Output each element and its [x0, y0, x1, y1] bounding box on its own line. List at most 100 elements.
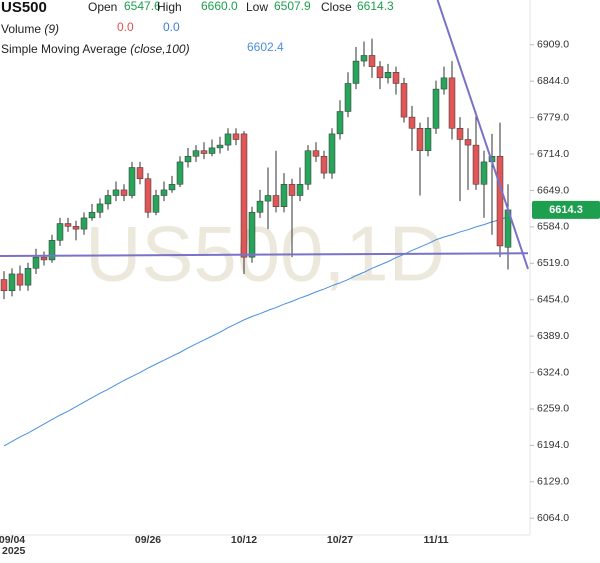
candle-body — [472, 144, 480, 185]
candle-body — [168, 184, 176, 191]
y-tick-label: 6454.0 — [537, 293, 569, 305]
sma-params: (close,100) — [130, 42, 189, 56]
y-tick-label: 6844.0 — [537, 75, 569, 87]
candle-body — [464, 139, 472, 146]
candle-body — [128, 167, 136, 196]
candle-body — [56, 223, 64, 241]
y-tick-label: 6519.0 — [537, 257, 569, 269]
y-tick-label: 6649.0 — [537, 184, 569, 196]
x-tick-label: 09/26 — [135, 534, 161, 546]
candle-body — [360, 55, 368, 62]
candle-body — [8, 273, 16, 291]
ohlc-value: 6507.9 — [274, 0, 311, 13]
candle-body — [216, 144, 224, 149]
candle-body — [120, 189, 128, 196]
candle-body — [192, 150, 200, 157]
candle-body — [232, 133, 240, 140]
candle-body — [16, 273, 24, 286]
volume-params: (9) — [44, 22, 59, 36]
candle-body — [40, 256, 48, 261]
candle-body — [184, 156, 192, 163]
ohlc-label: High — [157, 0, 182, 14]
sma-value: 6602.4 — [247, 40, 284, 54]
y-tick-label: 6259.0 — [537, 403, 569, 415]
candle-body — [448, 77, 456, 129]
candle-body — [496, 156, 504, 247]
candle-body — [0, 279, 8, 291]
y-tick-label: 6714.0 — [537, 148, 569, 160]
ohlc-label: Close — [321, 0, 352, 14]
x-tick-label: 10/12 — [231, 534, 257, 546]
candle-body — [416, 128, 424, 151]
candle-body — [456, 128, 464, 140]
candle-body — [144, 178, 152, 213]
x-tick-label: 11/11 — [423, 534, 448, 546]
candle-body — [424, 128, 432, 151]
candle-body — [288, 184, 296, 196]
candle-body — [440, 77, 448, 90]
x-tick-label: 09/04 — [0, 534, 25, 546]
candle-body — [176, 161, 184, 185]
candle-body — [296, 184, 304, 196]
volume-value: 0.0 — [117, 20, 134, 34]
candle-body — [72, 226, 80, 230]
candle-body — [408, 116, 416, 129]
candle-body — [32, 256, 40, 269]
trendline — [0, 252, 529, 258]
year-label: 2025 — [2, 545, 26, 557]
candle-body — [48, 240, 56, 261]
candle-body — [160, 189, 168, 196]
y-tick-label: 6064.0 — [537, 512, 569, 524]
y-tick-label: 6909.0 — [537, 39, 569, 51]
x-tick-label: 10/27 — [327, 534, 353, 546]
candle-body — [88, 212, 96, 219]
y-tick-label: 6324.0 — [537, 366, 569, 378]
candle-body — [320, 156, 328, 174]
sma-label: Simple Moving Average (close,100) — [1, 42, 190, 56]
candle-body — [328, 133, 336, 174]
candle-body — [256, 200, 264, 213]
candle-body — [368, 55, 376, 67]
candle-body — [432, 88, 440, 129]
symbol: US500 — [1, 0, 47, 16]
candle-body — [336, 111, 344, 135]
y-tick-label: 6389.0 — [537, 330, 569, 342]
candle-body — [152, 195, 160, 213]
ohlc-value: 6614.3 — [357, 0, 394, 13]
candle-body — [304, 150, 312, 185]
candle-body — [224, 133, 232, 146]
candle-body — [384, 72, 392, 79]
ohlc-label: Open — [88, 0, 117, 14]
sma-name: Simple Moving Average — [1, 42, 127, 56]
y-tick-label: 6584.0 — [537, 221, 569, 233]
candle-body — [200, 150, 208, 154]
trendline — [436, 0, 529, 270]
price-tag — [532, 200, 600, 219]
y-tick-label: 6779.0 — [537, 111, 569, 123]
candle-body — [264, 195, 272, 202]
sma-line — [3, 216, 509, 447]
candle-body — [64, 223, 72, 227]
candle-body — [392, 72, 400, 84]
volume-name: Volume — [1, 22, 41, 36]
y-tick-label: 6194.0 — [537, 439, 569, 451]
ohlc-value: 6660.0 — [201, 0, 238, 13]
y-tick-label: 6129.0 — [537, 476, 569, 488]
candle-body — [104, 195, 112, 205]
candle-body — [80, 217, 88, 230]
candle-body — [248, 212, 256, 258]
candle-body — [136, 167, 144, 179]
plot-area: US500,1D — [0, 0, 529, 447]
candle-body — [112, 189, 120, 196]
candle-body — [240, 133, 248, 258]
ohlc-label: Low — [246, 0, 268, 14]
candle-body — [208, 147, 216, 154]
ohlc-value: 6547.6 — [124, 0, 161, 13]
candle-body — [352, 60, 360, 84]
candle-body — [344, 83, 352, 112]
candle-body — [280, 184, 288, 207]
volume-value: 0.0 — [163, 20, 180, 34]
